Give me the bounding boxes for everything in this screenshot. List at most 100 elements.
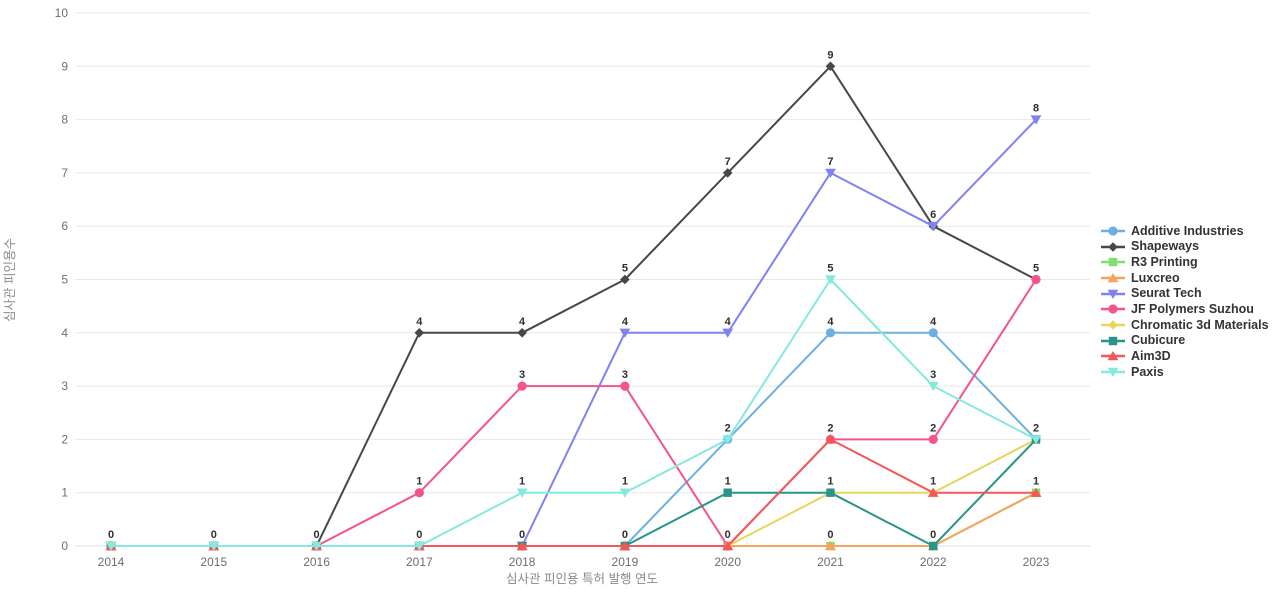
legend-label: Cubicure (1131, 333, 1186, 348)
y-axis-title: 심사관 피인용수 (3, 238, 17, 322)
legend-item-r3-printing[interactable]: R3 Printing (1100, 254, 1269, 270)
point-value-label: 5 (1033, 263, 1039, 275)
legend-item-shapeways[interactable]: Shapeways (1100, 239, 1269, 255)
legend-label: JF Polymers Suzhou (1131, 302, 1254, 317)
legend-marker-shape (1107, 272, 1119, 283)
legend-marker-shape (1108, 226, 1118, 236)
legend-label: Luxcreo (1131, 270, 1180, 285)
data-point-jf-polymers-suzhou (1031, 274, 1041, 285)
point-label-layer: 0 0 0 0 0 0 2 4 4 2 4 4 5 7 9 6 5 0 0 0 1 4 4 7 8 1 3 3 2 2 1 1 1 1 1 5 3 (108, 49, 1039, 541)
legend-item-cubicure[interactable]: Cubicure (1100, 333, 1269, 349)
y-tick-label: 2 (61, 432, 68, 446)
data-point-additive-industries (825, 328, 836, 338)
series-r3-printing (106, 488, 1041, 551)
legend-label: Seurat Tech (1131, 286, 1202, 301)
point-value-label: 1 (1033, 476, 1039, 488)
y-tick-label: 0 (61, 539, 68, 553)
legend-item-jf-polymers-suzhou[interactable]: JF Polymers Suzhou (1100, 301, 1269, 317)
point-value-label: 2 (930, 422, 936, 434)
data-point-seurat-tech (1030, 115, 1042, 125)
data-point-cubicure (723, 488, 732, 497)
point-value-label: 1 (622, 476, 628, 488)
point-value-label: 8 (1033, 103, 1039, 115)
x-tick-label: 2020 (714, 555, 741, 569)
data-point-shapeways (414, 328, 425, 338)
legend-marker-triangle-down-icon (1101, 289, 1125, 299)
data-point-paxis (1030, 435, 1042, 445)
x-tick-label: 2014 (98, 555, 125, 569)
data-point-jf-polymers-suzhou (928, 434, 938, 444)
x-tick-label: 2022 (920, 555, 947, 569)
y-tick-label: 6 (61, 219, 68, 233)
legend-marker-shape (1108, 304, 1118, 314)
legend-item-aim3d[interactable]: Aim3D (1100, 349, 1269, 365)
y-tick-label: 9 (61, 59, 68, 73)
x-tick-label: 2019 (612, 555, 639, 569)
point-value-label: 3 (519, 369, 525, 381)
series-layer (105, 61, 1042, 551)
point-value-label: 1 (416, 476, 422, 488)
point-value-label: 7 (725, 156, 731, 168)
data-point-jf-polymers-suzhou (620, 381, 630, 391)
point-value-label: 4 (827, 316, 834, 328)
legend-label: Additive Industries (1131, 223, 1244, 238)
point-value-label: 1 (519, 476, 525, 488)
legend-marker-shape (1108, 241, 1118, 252)
y-tick-label: 1 (61, 486, 68, 500)
point-value-label: 3 (930, 369, 936, 381)
data-point-paxis (619, 488, 631, 498)
data-point-aim3d (927, 487, 939, 497)
series-shapeways (106, 61, 1041, 551)
data-point-paxis (208, 541, 220, 551)
point-value-label: 0 (211, 529, 217, 541)
point-value-label: 0 (930, 529, 936, 541)
data-point-seurat-tech (722, 328, 734, 338)
legend-item-paxis[interactable]: Paxis (1100, 364, 1269, 380)
legend-label: Paxis (1131, 364, 1164, 379)
point-value-label: 7 (827, 156, 833, 168)
legend-label: Shapeways (1131, 239, 1200, 254)
x-tick-label: 2017 (406, 555, 433, 569)
point-value-label: 5 (622, 263, 628, 275)
data-point-cubicure (826, 488, 835, 497)
legend-marker-square-icon (1101, 258, 1125, 267)
point-value-label: 0 (416, 529, 422, 541)
y-tick-label: 7 (61, 166, 68, 180)
data-point-paxis (105, 541, 117, 551)
legend-item-chromatic-3d-materials[interactable]: Chromatic 3d Materials (1100, 317, 1269, 333)
data-point-aim3d (722, 541, 734, 551)
series-paxis (105, 275, 1042, 551)
legend-item-additive-industries[interactable]: Additive Industries (1100, 223, 1269, 239)
data-point-additive-industries (928, 328, 938, 338)
point-value-label: 1 (930, 476, 936, 488)
point-value-label: 0 (519, 529, 525, 541)
data-point-paxis (413, 541, 425, 551)
point-value-label: 0 (108, 529, 114, 541)
data-point-shapeways (825, 61, 836, 72)
point-value-label: 2 (827, 422, 833, 434)
data-point-aim3d (516, 541, 528, 551)
point-value-label: 0 (827, 529, 833, 541)
data-point-luxcreo (825, 541, 836, 551)
y-tick-label: 4 (61, 326, 68, 340)
y-tick-label: 10 (55, 6, 69, 20)
legend-marker-circle-icon (1101, 226, 1125, 236)
x-axis-title: 심사관 피인용 특허 발행 연도 (506, 571, 658, 586)
axis-layer: 심사관 피인용 특허 발행 연도 심사관 피인용수 (3, 238, 658, 586)
x-tick-label: 2023 (1023, 555, 1050, 569)
legend-marker-shape (1108, 320, 1118, 330)
legend-item-luxcreo[interactable]: Luxcreo (1100, 270, 1269, 286)
data-point-aim3d (1030, 487, 1042, 497)
y-tick-label: 3 (61, 379, 68, 393)
legend-marker-shape (1108, 336, 1118, 345)
data-point-seurat-tech (619, 328, 631, 338)
legend-label: Chromatic 3d Materials (1131, 317, 1269, 332)
point-value-label: 2 (1033, 422, 1039, 434)
data-point-paxis (927, 381, 939, 392)
legend-item-seurat-tech[interactable]: Seurat Tech (1100, 286, 1269, 302)
point-value-label: 0 (622, 529, 628, 541)
series-line-jf-polymers-suzhou (110, 278, 1038, 547)
point-value-label: 0 (313, 529, 319, 541)
